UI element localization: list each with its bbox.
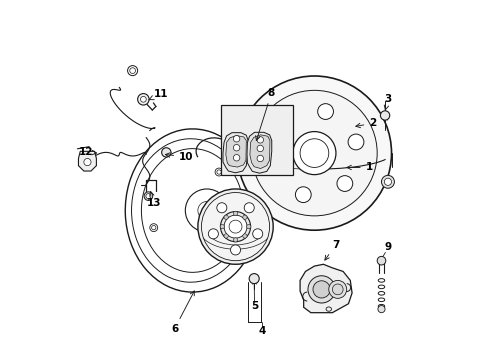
- Text: 9: 9: [384, 242, 391, 252]
- Circle shape: [208, 229, 218, 239]
- Polygon shape: [249, 135, 269, 168]
- Circle shape: [233, 144, 239, 151]
- Circle shape: [384, 178, 391, 185]
- Circle shape: [381, 175, 394, 188]
- Circle shape: [252, 229, 262, 239]
- Circle shape: [144, 192, 152, 201]
- Circle shape: [307, 276, 335, 303]
- Circle shape: [220, 212, 250, 242]
- Circle shape: [251, 90, 376, 216]
- Circle shape: [215, 168, 223, 176]
- Circle shape: [216, 170, 221, 174]
- Text: 4: 4: [258, 326, 265, 336]
- Text: 5: 5: [251, 301, 258, 311]
- Circle shape: [332, 284, 343, 295]
- Circle shape: [347, 134, 363, 150]
- Circle shape: [201, 193, 269, 261]
- Circle shape: [257, 136, 263, 143]
- Circle shape: [140, 96, 146, 102]
- Polygon shape: [300, 264, 351, 313]
- Circle shape: [83, 158, 91, 166]
- Circle shape: [233, 238, 237, 242]
- Polygon shape: [225, 135, 246, 167]
- Circle shape: [224, 215, 228, 219]
- Circle shape: [257, 145, 263, 152]
- Circle shape: [198, 189, 273, 264]
- Circle shape: [215, 245, 223, 253]
- Circle shape: [233, 211, 237, 216]
- Circle shape: [145, 194, 151, 199]
- Circle shape: [137, 94, 149, 105]
- Circle shape: [380, 111, 389, 120]
- Circle shape: [242, 234, 246, 238]
- Circle shape: [216, 247, 221, 251]
- Circle shape: [233, 135, 239, 142]
- Circle shape: [312, 281, 329, 298]
- Circle shape: [264, 156, 280, 172]
- Text: 6: 6: [171, 291, 194, 334]
- Polygon shape: [78, 151, 96, 171]
- Text: 10: 10: [165, 152, 193, 162]
- Circle shape: [377, 306, 384, 313]
- Circle shape: [224, 234, 228, 238]
- Circle shape: [151, 225, 156, 230]
- Circle shape: [228, 220, 242, 233]
- Circle shape: [376, 256, 385, 265]
- Polygon shape: [246, 132, 271, 173]
- Circle shape: [244, 203, 254, 213]
- Circle shape: [276, 115, 291, 131]
- Circle shape: [300, 139, 328, 167]
- Circle shape: [230, 245, 240, 255]
- Circle shape: [149, 224, 157, 231]
- Circle shape: [295, 187, 310, 203]
- Circle shape: [328, 280, 346, 298]
- Text: 1: 1: [346, 162, 372, 172]
- Circle shape: [292, 132, 335, 175]
- Circle shape: [220, 225, 224, 229]
- Text: 11: 11: [148, 89, 168, 100]
- Text: 3: 3: [384, 94, 391, 110]
- Circle shape: [224, 215, 246, 238]
- Circle shape: [246, 225, 250, 229]
- Circle shape: [249, 274, 259, 284]
- Circle shape: [185, 189, 228, 232]
- Text: 2: 2: [355, 118, 376, 128]
- Circle shape: [162, 148, 171, 157]
- Circle shape: [257, 155, 263, 162]
- Text: 8: 8: [255, 88, 274, 140]
- Text: 7: 7: [324, 239, 339, 260]
- Text: 13: 13: [146, 192, 161, 208]
- FancyBboxPatch shape: [221, 105, 292, 175]
- Polygon shape: [223, 133, 247, 173]
- Circle shape: [336, 176, 352, 192]
- Text: 12: 12: [79, 147, 96, 157]
- Circle shape: [233, 154, 239, 161]
- Circle shape: [129, 68, 135, 73]
- Circle shape: [237, 76, 391, 230]
- Circle shape: [216, 203, 226, 213]
- Circle shape: [242, 215, 246, 219]
- Circle shape: [317, 104, 333, 120]
- Circle shape: [127, 66, 137, 76]
